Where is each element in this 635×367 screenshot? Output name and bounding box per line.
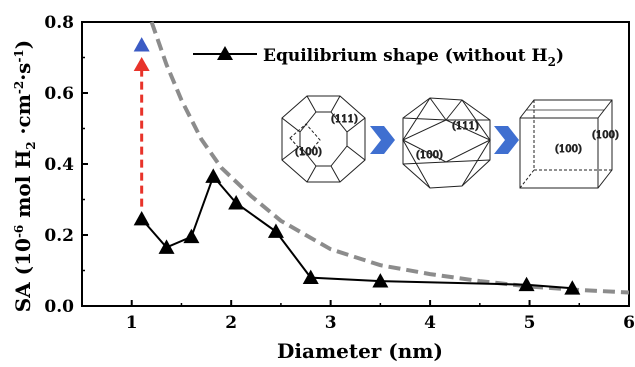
data-point <box>158 239 175 254</box>
fit-curve <box>149 21 630 295</box>
data-point <box>183 228 200 244</box>
inset-cuboctahedron: (111) (100) <box>401 97 492 189</box>
inset1-label-111: (111) <box>331 114 358 125</box>
red-arrow-head <box>133 57 150 72</box>
y-tick-label: 0.8 <box>44 13 74 33</box>
data-point <box>267 223 284 238</box>
data-point <box>228 195 245 210</box>
x-tick-label: 1 <box>126 313 138 333</box>
legend-marker <box>217 46 233 60</box>
x-axis-title: Diameter (nm) <box>277 339 443 363</box>
inset1-label-100: (100) <box>295 147 322 158</box>
data-point <box>372 273 389 288</box>
legend-label: Equilibrium shape (without H2) <box>263 46 564 69</box>
data-point <box>564 280 581 295</box>
inset3-label-100-front: (100) <box>555 144 582 155</box>
x-tick-label: 4 <box>424 313 436 333</box>
x-tick-label: 2 <box>225 313 237 333</box>
y-axis-title: SA (10-6 mol H2 ·cm-2·s-1) <box>11 40 38 313</box>
blue-triangle-point <box>133 37 150 52</box>
data-point <box>133 211 150 226</box>
y-tick-label: 0.4 <box>44 155 74 175</box>
x-tick-label: 6 <box>623 313 635 333</box>
inset3-label-100-side: (100) <box>592 130 619 141</box>
inset2-label-111: (111) <box>452 121 479 132</box>
data-point <box>518 276 535 292</box>
series-line <box>140 174 573 290</box>
y-tick-label: 0.0 <box>44 297 74 317</box>
axis-ticks: 1 2 3 4 5 6 0.0 0.2 0.4 0.6 0.8 <box>44 13 635 333</box>
inset-cube: (100) (100) <box>519 99 619 189</box>
inset-truncated-octahedron: (111) (100) <box>281 95 366 183</box>
series-markers <box>133 168 581 295</box>
y-tick-label: 0.2 <box>44 226 74 246</box>
data-point <box>302 269 319 284</box>
data-point <box>205 168 222 183</box>
x-tick-label: 3 <box>325 313 337 333</box>
y-tick-label: 0.6 <box>44 84 74 104</box>
x-tick-label: 5 <box>524 313 536 333</box>
inset-arrow-1 <box>370 126 395 154</box>
inset-arrow-2 <box>494 126 519 154</box>
legend: Equilibrium shape (without H2) <box>193 46 564 69</box>
inset2-label-100: (100) <box>416 150 443 161</box>
